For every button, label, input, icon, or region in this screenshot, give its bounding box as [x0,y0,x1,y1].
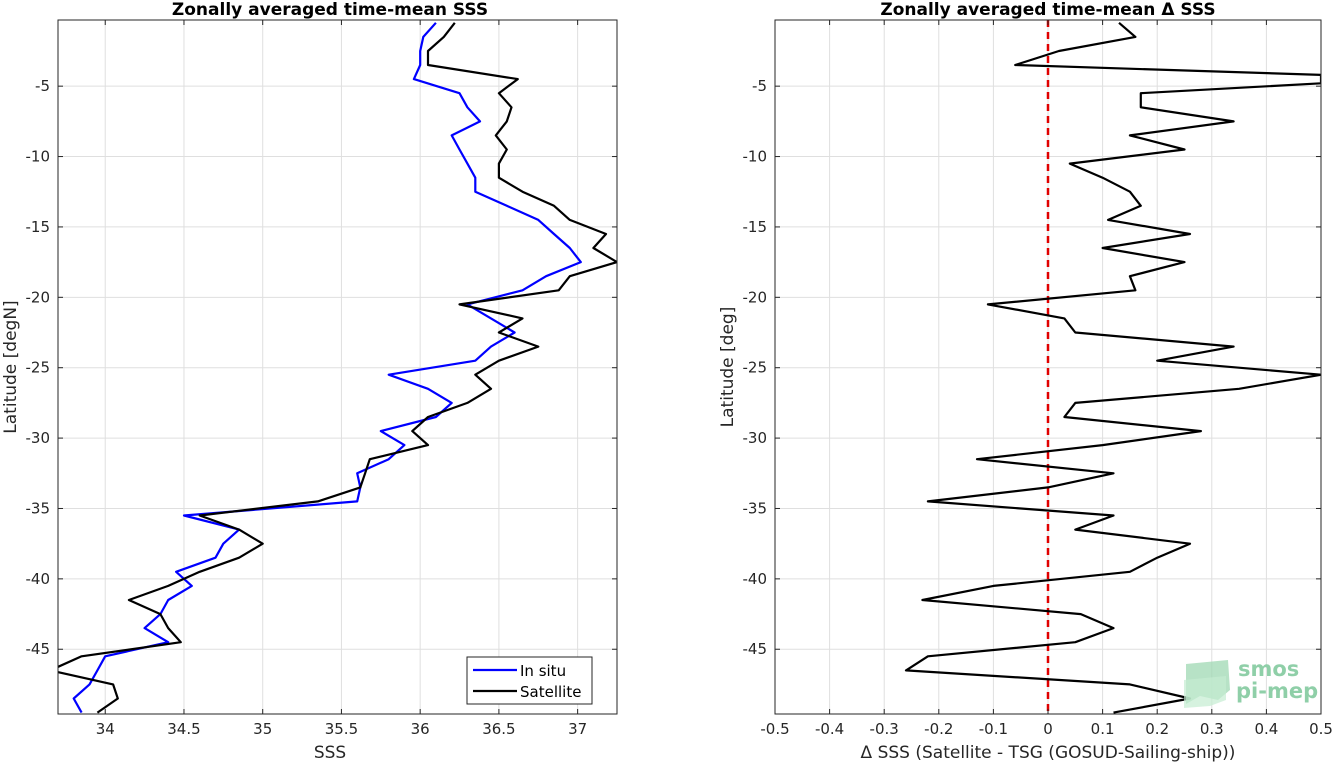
x-tick-label: 36.5 [482,720,515,738]
x-tick-label: 0.5 [1309,720,1333,738]
plot-area-left [58,20,617,714]
y-tick-label: -40 [26,570,51,588]
ticks-right: -0.5 -0.4 -0.3 -0.2 -0.1 0 0.1 0.2 0.3 0.4 0.5 -5 -1… [743,20,1333,738]
legend-label-satellite: Satellite [520,683,581,701]
y-tick-label: -15 [743,218,768,236]
x-tick-label: 0.1 [1091,720,1115,738]
x-tick-label: 37 [568,720,587,738]
x-tick-label: 34 [96,720,115,738]
x-tick-label: 0 [1043,720,1053,738]
x-tick-label: 35 [253,720,272,738]
series-line-in-situ [72,22,582,714]
legend-box [466,656,593,705]
x-axis-label-right: Δ SSS (Satellite - TSG (GOSUD-Sailing-sh… [861,743,1236,763]
x-tick-label: -0.1 [979,720,1008,738]
ticks-left: 34 34.5 35 35.5 36 36.5 37 -5 -10 -15 -20 -25 -30 -35… [26,20,617,738]
y-tick-label: -15 [26,218,51,236]
plot-frame-left [57,19,618,715]
x-tick-label: 0.4 [1254,720,1278,738]
x-tick-label: -0.4 [815,720,844,738]
y-tick-label: -45 [26,640,51,658]
y-axis-label-right: Latitude [deg] [718,307,738,428]
y-tick-label: -10 [26,148,51,166]
chart-title-left: Zonally averaged time-mean SSS [172,0,488,20]
y-tick-label: -25 [743,359,768,377]
logo-text-pi-mep: pi-mep [1236,679,1318,703]
series-line-series-0 [904,21,1321,714]
logo-wave-shape-light [1184,676,1226,708]
y-axis-label-left: Latitude [degN] [1,300,21,433]
y-tick-label: -45 [743,640,768,658]
x-tick-label: 0.3 [1200,720,1224,738]
y-tick-label: -40 [743,570,768,588]
y-tick-label: -30 [743,429,768,447]
y-tick-label: -35 [743,499,768,517]
y-tick-label: -25 [26,359,51,377]
x-tick-label: -0.3 [870,720,899,738]
x-tick-label: 36 [411,720,430,738]
x-tick-label: 35.5 [325,720,358,738]
y-tick-label: -35 [26,499,51,517]
x-tick-label: 0.2 [1145,720,1169,738]
x-axis-label-left: SSS [314,743,346,763]
chart-right-delta-sss: -0.5 -0.4 -0.3 -0.2 -0.1 0 0.1 0.2 0.3 0.4 0.5 -5 -1… [718,0,1333,763]
logo-text-smos: smos [1238,657,1299,681]
series-line-satellite [58,22,617,714]
series-right [904,20,1321,714]
chart-title-right: Zonally averaged time-mean Δ SSS [880,0,1215,20]
y-tick-label: -10 [743,148,768,166]
x-tick-label: 34.5 [167,720,200,738]
y-tick-label: -5 [752,77,767,95]
grid-left [58,20,617,714]
legend-label-in-situ: In situ [520,662,566,680]
y-tick-label: -5 [35,77,50,95]
x-tick-label: -0.5 [760,720,789,738]
y-tick-label: -20 [26,288,51,306]
x-tick-label: -0.2 [924,720,953,738]
legend: In situ Satellite [466,656,593,705]
y-tick-label: -20 [743,288,768,306]
smos-pi-mep-logo: smos pi-mep [1184,657,1318,708]
y-tick-label: -30 [26,429,51,447]
chart-left-sss: 34 34.5 35 35.5 36 36.5 37 -5 -10 -15 -20 -25 -30 -35… [1,0,618,763]
series-left [58,22,617,714]
